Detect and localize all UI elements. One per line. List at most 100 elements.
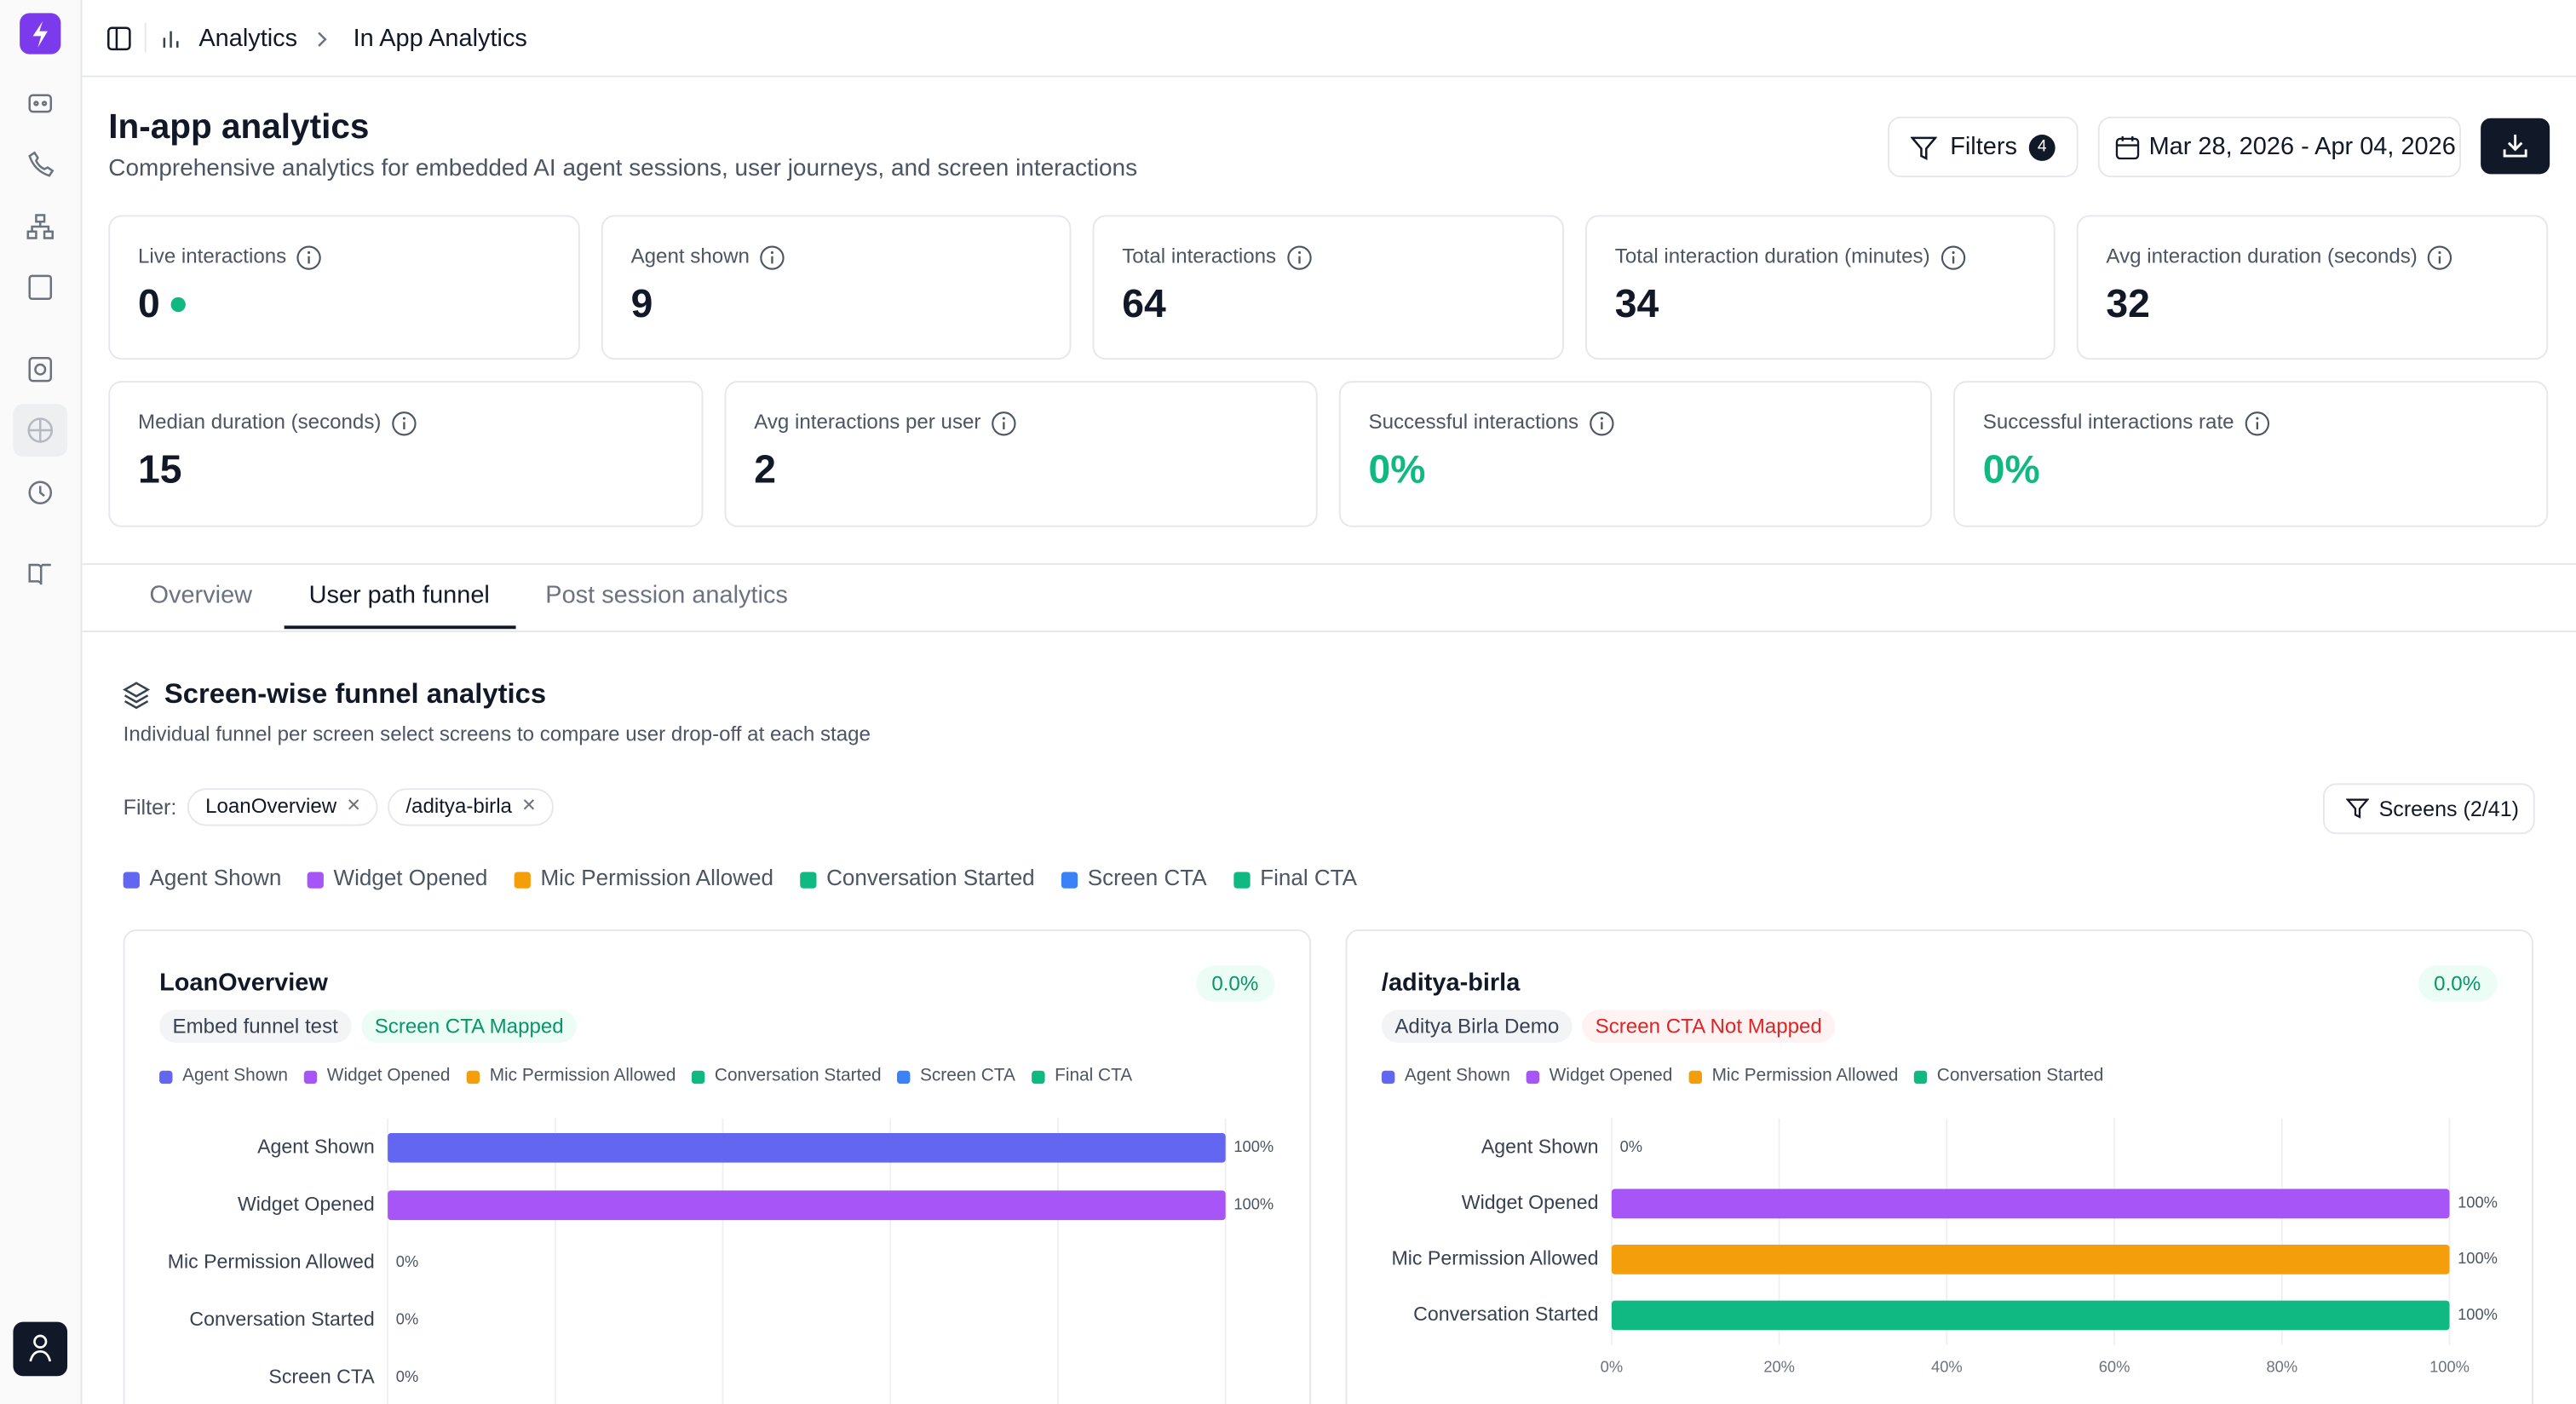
legend-swatch: [1913, 1070, 1928, 1085]
filter-chip-text: /aditya-birla: [405, 794, 512, 818]
screens-button[interactable]: Screens (2/41): [2322, 783, 2535, 835]
tab[interactable]: User path funnel: [308, 581, 490, 610]
metric-value: 15: [137, 448, 182, 493]
date-range-button[interactable]: Mar 28, 2026 - Apr 04, 2026: [2097, 116, 2461, 178]
x-tick-label: 20%: [1763, 1357, 1795, 1375]
filter-icon: [1910, 136, 1937, 161]
legend-label: Screen CTA: [919, 1065, 1015, 1085]
legend-swatch: [123, 872, 140, 889]
sidebar-toggle[interactable]: [106, 26, 133, 53]
legend-label: Widget Opened: [333, 865, 488, 890]
legend-swatch: [1688, 1070, 1702, 1085]
legend-swatch: [303, 1070, 318, 1085]
metric-value: 2: [754, 448, 776, 493]
info-icon[interactable]: [296, 245, 322, 271]
metric-card: Live interactions 0: [108, 215, 580, 360]
filters-button[interactable]: Filters 4: [1887, 116, 2079, 178]
category-label: Conversation Started: [1413, 1303, 1598, 1325]
analytics-icon: [163, 31, 179, 48]
tab-bar: [82, 563, 2576, 633]
bar: [1611, 1300, 2450, 1331]
sidebar-icons: [13, 13, 68, 1377]
calendar-icon: [2115, 135, 2140, 160]
metric-label: Successful interactions: [1368, 410, 1579, 434]
metric-value: 32: [2106, 282, 2150, 327]
legend-swatch: [1032, 1070, 1045, 1085]
info-icon[interactable]: [2426, 245, 2452, 271]
funnel-rate: 0.0%: [2417, 965, 2498, 1002]
category-label: Widget Opened: [238, 1193, 375, 1215]
metric-card: Total interactions 64: [1092, 215, 1564, 360]
bar: [388, 1132, 1226, 1163]
info-icon[interactable]: [759, 245, 785, 271]
section-subtitle: Individual funnel per screen select scre…: [123, 722, 871, 746]
filters-label: Filters: [1950, 133, 2017, 161]
category-label: Agent Shown: [257, 1135, 375, 1157]
top-bar: Analytics In App Analytics: [82, 0, 2576, 78]
funnel-rate: 0.0%: [1195, 965, 1275, 1002]
breadcrumb-sep: [318, 32, 327, 47]
value-label: 0%: [396, 1367, 418, 1385]
info-icon[interactable]: [991, 411, 1017, 437]
info-icon[interactable]: [1589, 411, 1615, 437]
info-icon[interactable]: [1941, 245, 1967, 271]
filters-count: 4: [2028, 135, 2056, 161]
value-label: 0%: [396, 1310, 418, 1328]
legend-swatch: [896, 1070, 911, 1085]
filter-chip[interactable]: LoanOverview ✕: [187, 788, 378, 826]
info-icon[interactable]: [2244, 411, 2270, 437]
metric-card: Agent shown 9: [601, 215, 1072, 360]
funnel-chart: 0% 20% 40% 60% 80% 100% Agent Shown 0% Widget Op…: [1392, 1118, 2498, 1375]
x-tick-label: 60%: [2099, 1357, 2130, 1375]
metric-value: 64: [1122, 282, 1166, 327]
legend-label: Final CTA: [1055, 1065, 1133, 1085]
layers-icon: [123, 682, 151, 710]
breadcrumb-current: In App Analytics: [353, 24, 527, 53]
tab[interactable]: Post session analytics: [545, 581, 788, 610]
bar: [388, 1190, 1226, 1221]
legend-label: Widget Opened: [1549, 1065, 1673, 1085]
filter-chip[interactable]: /aditya-birla ✕: [388, 788, 554, 826]
download-icon: [2503, 135, 2527, 158]
funnel-card: LoanOverview 0.0% Embed funnel test Screen …: [123, 929, 1311, 1404]
category-label: Agent Shown: [1481, 1135, 1599, 1157]
x-tick-label: 0%: [1601, 1357, 1623, 1375]
funnel-tag: Screen CTA Mapped: [361, 1010, 578, 1043]
metric-label: Successful interactions rate: [1982, 410, 2234, 434]
x-tick-label: 80%: [2266, 1357, 2297, 1375]
info-icon[interactable]: [1286, 245, 1313, 271]
divider: [144, 22, 147, 53]
metric-label: Live interactions: [137, 245, 287, 268]
legend-swatch: [514, 872, 531, 889]
metric-label: Avg interactions per user: [754, 410, 981, 434]
category-label: Widget Opened: [1462, 1191, 1599, 1213]
funnel-title: /aditya-birla: [1381, 969, 1521, 997]
category-label: Mic Permission Allowed: [168, 1250, 375, 1272]
screens-label: Screens (2/41): [2378, 796, 2520, 821]
metric-label: Avg interaction duration (seconds): [2106, 245, 2418, 268]
page-title: In-app analytics: [108, 108, 370, 147]
metric-card: Avg interactions per user 2: [724, 381, 1318, 527]
metric-label: Median duration (seconds): [137, 410, 382, 434]
filter-label: Filter:: [123, 794, 177, 820]
legend-label: Agent Shown: [182, 1065, 288, 1085]
category-label: Conversation Started: [189, 1308, 374, 1330]
legend-label: Screen CTA: [1087, 865, 1207, 890]
bar: [1611, 1245, 2450, 1275]
value-label: 0%: [396, 1252, 418, 1270]
value-label: 100%: [2458, 1194, 2498, 1211]
value-label: 100%: [1233, 1137, 1274, 1155]
tab-underline: [284, 625, 516, 630]
metric-card: Total interaction duration (minutes) 34: [1585, 215, 2056, 360]
metric-card: Successful interactions rate 0%: [1953, 381, 2549, 527]
legend-label: Mic Permission Allowed: [1711, 1065, 1899, 1085]
info-icon[interactable]: [391, 411, 417, 437]
metric-card: Avg interaction duration (seconds) 32: [2076, 215, 2549, 360]
legend-swatch: [1381, 1070, 1395, 1085]
download-button[interactable]: [2481, 118, 2550, 175]
breadcrumb-link[interactable]: Analytics: [198, 24, 298, 53]
legend-swatch: [1233, 872, 1251, 889]
tab[interactable]: Overview: [149, 581, 253, 610]
chip-remove: ✕: [346, 796, 362, 816]
